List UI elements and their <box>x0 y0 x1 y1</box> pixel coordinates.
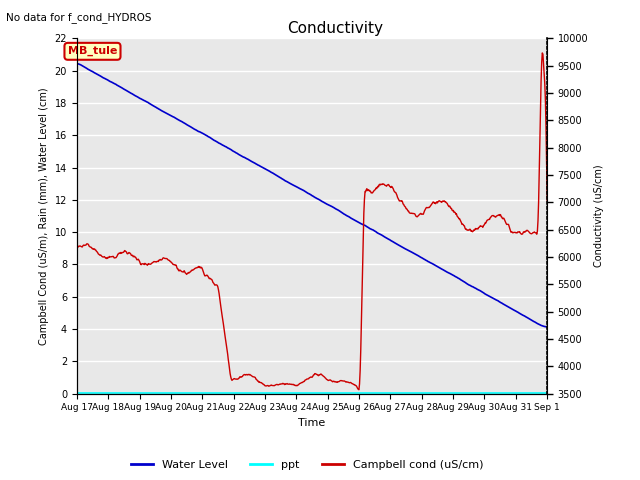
Water Level <box>360 222 367 228</box>
Y-axis label: Conductivity (uS/cm): Conductivity (uS/cm) <box>594 165 604 267</box>
Y-axis label: Campbell Cond (uS/m), Rain (mm), Water Level (cm): Campbell Cond (uS/m), Rain (mm), Water L… <box>39 87 49 345</box>
Campbell cond (uS/cm) <box>355 387 363 393</box>
Campbell cond (uS/cm) <box>256 379 264 385</box>
ppt <box>543 390 551 396</box>
Water Level <box>387 237 394 243</box>
Water Level <box>543 324 551 330</box>
ppt <box>128 390 136 396</box>
Water Level <box>214 140 222 146</box>
Text: MB_tule: MB_tule <box>68 46 117 57</box>
Campbell cond (uS/cm) <box>73 244 81 250</box>
ppt <box>214 390 222 396</box>
Campbell cond (uS/cm) <box>360 197 368 203</box>
Campbell cond (uS/cm) <box>538 50 546 56</box>
Campbell cond (uS/cm) <box>543 198 551 204</box>
Campbell cond (uS/cm) <box>128 252 136 258</box>
Legend: Water Level, ppt, Campbell cond (uS/cm): Water Level, ppt, Campbell cond (uS/cm) <box>127 456 488 474</box>
Line: Water Level: Water Level <box>77 64 547 327</box>
Water Level <box>256 163 264 168</box>
ppt <box>360 390 367 396</box>
X-axis label: Time: Time <box>298 418 326 428</box>
ppt <box>256 390 264 396</box>
Campbell cond (uS/cm) <box>387 185 395 191</box>
Water Level <box>238 153 246 159</box>
ppt <box>238 390 246 396</box>
ppt <box>387 390 394 396</box>
Water Level <box>73 61 81 67</box>
Line: Campbell cond (uS/cm): Campbell cond (uS/cm) <box>77 53 547 390</box>
Text: No data for f_cond_HYDROS: No data for f_cond_HYDROS <box>6 12 152 23</box>
Campbell cond (uS/cm) <box>238 374 246 380</box>
Campbell cond (uS/cm) <box>214 287 222 293</box>
Water Level <box>128 91 136 96</box>
ppt <box>73 390 81 396</box>
Title: Conductivity: Conductivity <box>287 21 383 36</box>
